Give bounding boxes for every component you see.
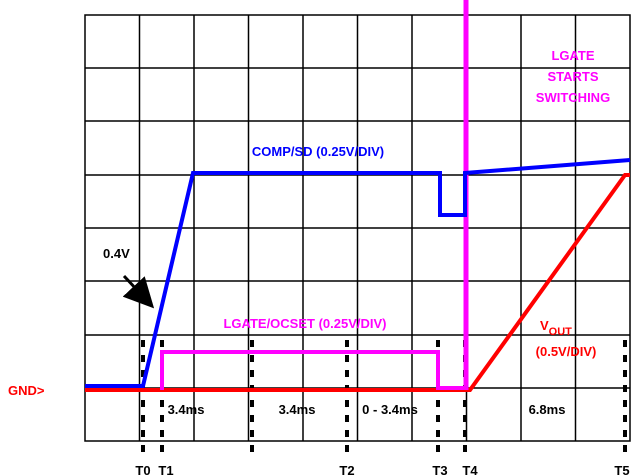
- time-label: T2: [339, 463, 354, 476]
- arrow: [122, 274, 155, 309]
- annotation: STARTS: [547, 69, 598, 84]
- vout-main: V: [540, 318, 549, 333]
- time-label: T1: [158, 463, 173, 476]
- time-label: T3: [432, 463, 447, 476]
- vout-trace: [85, 173, 630, 392]
- annotation: LGATE/OCSET (0.25V/DIV): [223, 316, 386, 331]
- time-label: T0: [135, 463, 150, 476]
- annotation: COMP/SD (0.25V/DIV): [252, 144, 384, 159]
- annotation: LGATE: [551, 48, 594, 63]
- time-label: T4: [462, 463, 478, 476]
- interval-label: 0 - 3.4ms: [362, 402, 418, 417]
- annotation: SWITCHING: [536, 90, 610, 105]
- lgate-trace: [160, 350, 466, 390]
- annotation: VOUT: [540, 318, 572, 338]
- time-label: T5: [614, 463, 629, 476]
- grid: [84, 14, 631, 442]
- annotation: (0.5V/DIV): [536, 344, 597, 359]
- interval-label: 3.4ms: [279, 402, 316, 417]
- interval-label: 3.4ms: [168, 402, 205, 417]
- annotation: 0.4V: [103, 246, 130, 261]
- comp-trace: [85, 158, 631, 388]
- annotation: GND>: [8, 383, 45, 398]
- vout-sub: OUT: [549, 326, 573, 338]
- interval-label: 6.8ms: [529, 402, 566, 417]
